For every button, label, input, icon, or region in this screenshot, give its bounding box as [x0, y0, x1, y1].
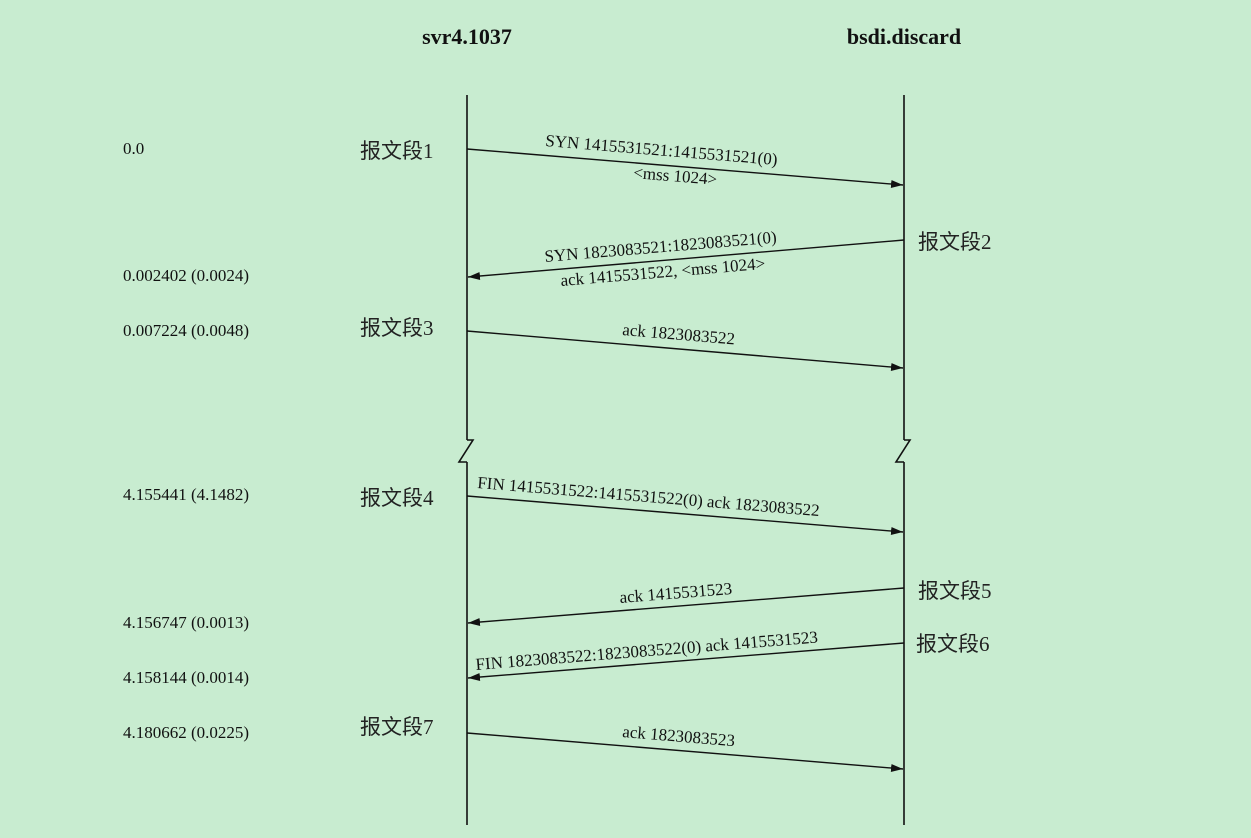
- message-label: FIN 1823083522:1823083522(0) ack 1415531…: [475, 628, 819, 674]
- time-label: 4.158144 (0.0014): [123, 668, 249, 687]
- segment-arrow: [467, 239, 905, 280]
- message-label: <mss 1024>: [633, 163, 718, 189]
- segment-label: 报文段1: [360, 139, 434, 163]
- host-right-label: bsdi.discard: [847, 24, 961, 49]
- timeline-right: [894, 95, 912, 825]
- segment-arrow: [467, 642, 905, 682]
- message-label: ack 1823083523: [622, 722, 736, 750]
- segment-arrow: [466, 148, 904, 188]
- time-label: 0.002402 (0.0024): [123, 266, 249, 285]
- segment-arrow: [466, 732, 904, 772]
- segment-arrow: [466, 495, 904, 535]
- segment-label: 报文段6: [916, 632, 990, 656]
- time-label: 4.156747 (0.0013): [123, 613, 249, 632]
- time-label: 0.007224 (0.0048): [123, 321, 249, 340]
- message-label: SYN 1415531521:1415531521(0): [545, 131, 779, 169]
- message-label: FIN 1415531522:1415531522(0) ack 1823083…: [477, 473, 821, 520]
- segment-arrow: [466, 330, 904, 371]
- segment-label: 报文段5: [918, 579, 992, 603]
- time-label: 4.155441 (4.1482): [123, 485, 249, 504]
- segment-label: 报文段7: [360, 715, 434, 739]
- time-label: 4.180662 (0.0225): [123, 723, 249, 742]
- timeline-left: [457, 95, 475, 825]
- host-left-label: svr4.1037: [422, 24, 512, 49]
- time-label: 0.0: [123, 139, 144, 158]
- segment-label: 报文段4: [360, 486, 434, 510]
- segment-label: 报文段2: [918, 230, 992, 254]
- segment-arrow: [467, 587, 905, 627]
- segment-label: 报文段3: [360, 316, 434, 340]
- message-label: ack 1823083522: [622, 320, 736, 348]
